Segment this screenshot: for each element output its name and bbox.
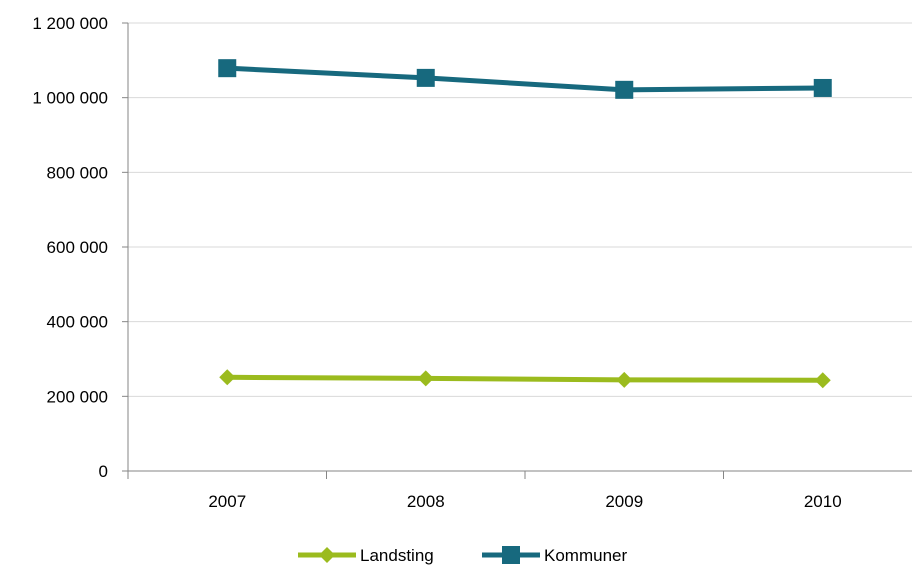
series-kommuner xyxy=(218,59,832,99)
data-point-landsting xyxy=(814,372,831,389)
data-point-kommuner xyxy=(416,68,435,87)
data-point-kommuner xyxy=(615,80,634,99)
x-tick-label: 2009 xyxy=(605,492,643,511)
legend-swatch-marker xyxy=(502,546,520,564)
series-line-landsting xyxy=(227,374,823,383)
data-point-landsting xyxy=(616,371,633,388)
x-tick-label: 2010 xyxy=(804,492,842,511)
gridlines xyxy=(128,22,912,397)
legend-label-kommuner: Kommuner xyxy=(544,546,627,565)
data-point-landsting xyxy=(219,369,236,386)
y-tick-label: 600 000 xyxy=(47,238,108,257)
x-tick-label: 2007 xyxy=(208,492,246,511)
y-tick-label: 1 200 000 xyxy=(32,14,108,33)
y-tick-label: 800 000 xyxy=(47,163,108,182)
y-tick-label: 400 000 xyxy=(47,313,108,332)
legend-item-landsting: Landsting xyxy=(298,546,434,565)
legend-item-kommuner: Kommuner xyxy=(482,546,627,565)
data-point-landsting xyxy=(417,370,434,387)
x-tick-label: 2008 xyxy=(407,492,445,511)
legend-swatch-marker xyxy=(319,547,335,563)
axes: 0 200 000 400 000 600 000 800 000 1 000 000 1 … xyxy=(32,14,912,511)
data-point-kommuner xyxy=(813,78,832,97)
legend: Landsting Kommuner xyxy=(298,546,627,565)
data-point-kommuner xyxy=(218,59,237,78)
y-tick-label: 0 xyxy=(99,462,108,481)
series-landsting xyxy=(219,369,831,389)
series-line-kommuner xyxy=(227,65,823,93)
series xyxy=(218,59,832,389)
y-tick-label: 1 000 000 xyxy=(32,89,108,108)
y-tick-label: 200 000 xyxy=(47,387,108,406)
legend-label-landsting: Landsting xyxy=(360,546,434,565)
